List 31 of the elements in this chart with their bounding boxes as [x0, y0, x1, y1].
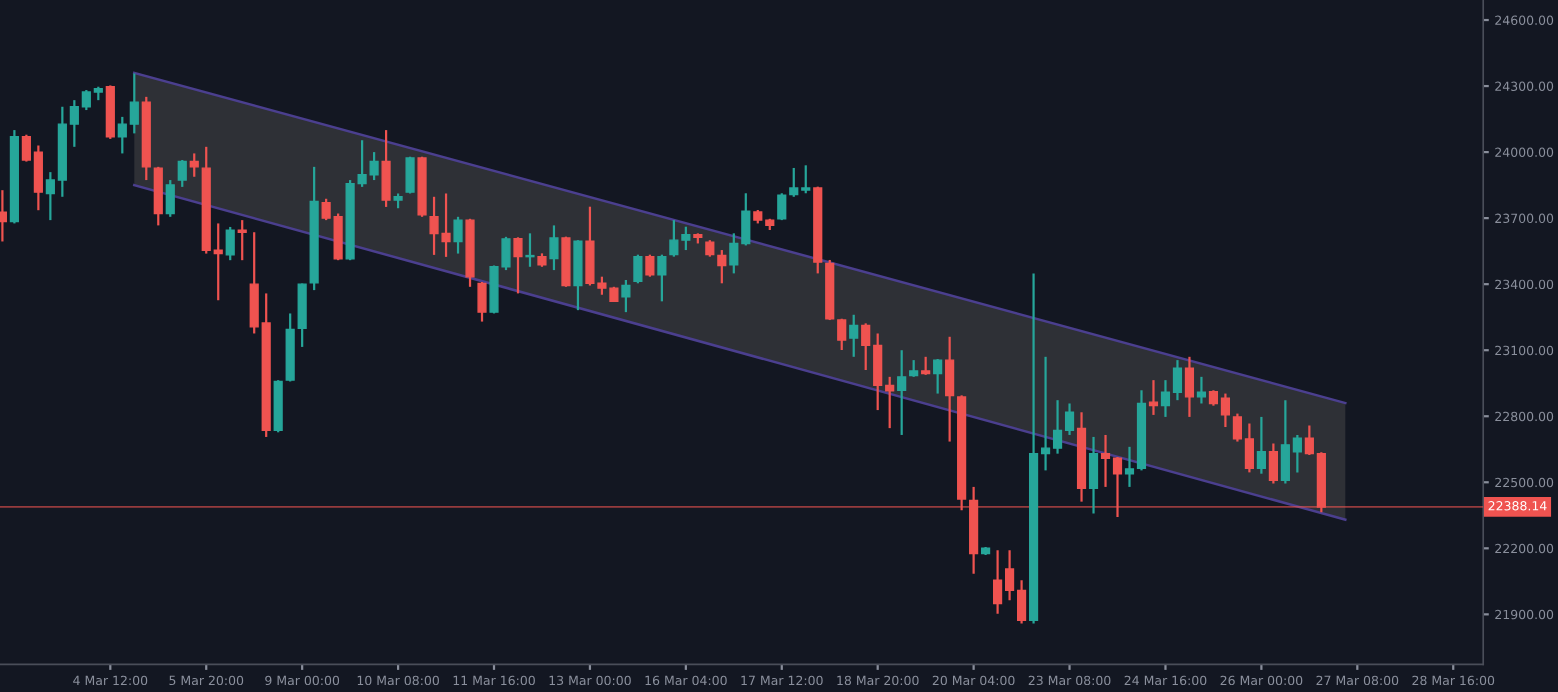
- candlestick: [549, 224, 559, 272]
- candlestick: [777, 192, 787, 222]
- candlestick: [177, 158, 187, 188]
- candlestick: [477, 280, 487, 323]
- candlestick: [849, 313, 859, 358]
- candlestick: [225, 225, 235, 262]
- candlestick: [561, 235, 571, 288]
- candlestick: [717, 248, 727, 285]
- candlestick: [657, 253, 667, 303]
- candlestick: [933, 357, 943, 395]
- candlestick: [921, 355, 931, 376]
- candlestick: [945, 335, 955, 443]
- candlestick: [453, 215, 463, 255]
- candlestick: [1184, 355, 1195, 419]
- candlestick: [1148, 379, 1159, 417]
- candlestick: [0, 189, 7, 243]
- candlestick: [573, 239, 583, 312]
- candlestick: [1256, 415, 1266, 475]
- candlestick: [237, 219, 247, 262]
- candlestick: [513, 236, 523, 295]
- candlestick: [897, 349, 907, 437]
- candlestick: [621, 278, 631, 314]
- candlestick: [525, 232, 535, 268]
- candlestick: [837, 317, 847, 352]
- candlestick: [1268, 442, 1278, 485]
- candlestick: [381, 128, 391, 209]
- candlestick: [645, 253, 655, 278]
- candlestick: [1196, 375, 1207, 405]
- candlestick: [165, 178, 175, 218]
- candlestick: [633, 253, 643, 285]
- candlestick: [1088, 435, 1099, 515]
